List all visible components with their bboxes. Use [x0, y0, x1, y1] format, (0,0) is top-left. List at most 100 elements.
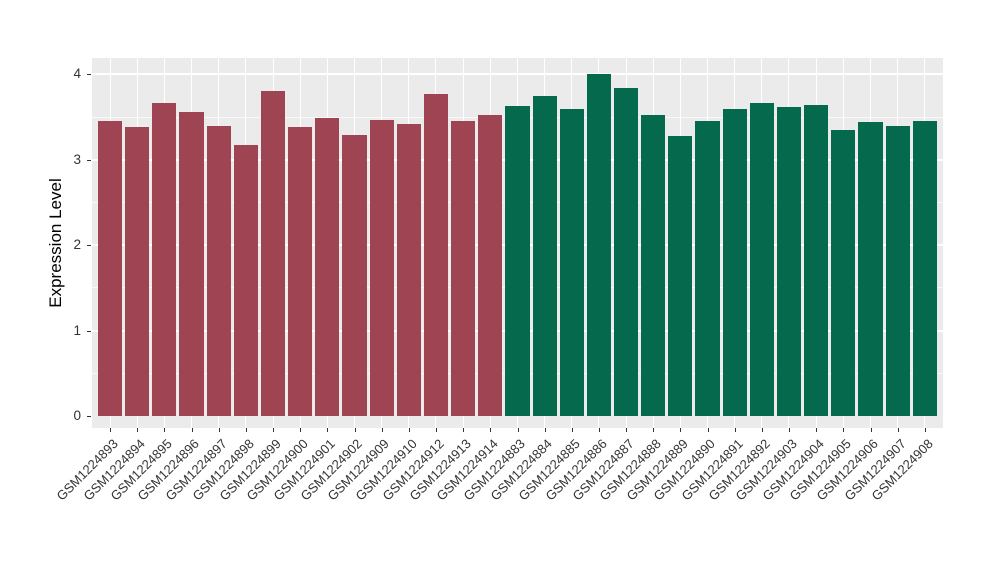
- x-tick-mark: [137, 428, 139, 432]
- bar: [233, 145, 258, 416]
- bar: [288, 126, 313, 416]
- y-tick-mark: [87, 330, 91, 332]
- bar-slot: [885, 58, 910, 428]
- bar-slot: [260, 58, 286, 428]
- x-axis: GSM1224893 GSM1224894 GSM1224895 GSM1224896…: [53, 428, 943, 578]
- bar-slot: [315, 58, 340, 428]
- bar-slot: [912, 58, 937, 428]
- x-tick-mark: [544, 428, 546, 432]
- y-tick-label: 2: [73, 237, 81, 253]
- bar: [125, 127, 150, 416]
- y-axis: 0 1 2 3 4: [0, 58, 92, 428]
- x-tick-mark: [761, 428, 763, 432]
- bar-slot: [776, 58, 802, 428]
- bar: [423, 94, 449, 416]
- bar-slot: [505, 58, 530, 428]
- bar-slot: [749, 58, 774, 428]
- bar-slot: [451, 58, 476, 428]
- bar: [668, 135, 693, 416]
- x-tick-mark: [245, 428, 247, 432]
- bar-slot: [125, 58, 150, 428]
- x-tick-mark: [734, 428, 736, 432]
- x-tick-mark: [653, 428, 655, 432]
- bar: [858, 122, 883, 416]
- bar-slot: [152, 58, 177, 428]
- x-tick-mark: [354, 428, 356, 432]
- x-tick-mark: [571, 428, 573, 432]
- bar: [804, 105, 829, 416]
- bar-slot: [613, 58, 639, 428]
- x-tick-mark: [843, 428, 845, 432]
- bar-slot: [396, 58, 421, 428]
- y-tick-mark: [87, 74, 91, 76]
- bar-slot: [233, 58, 258, 428]
- x-tick-mark: [924, 428, 926, 432]
- bar: [559, 109, 584, 416]
- x-tick-mark: [110, 428, 112, 432]
- x-tick-mark: [789, 428, 791, 432]
- y-tick-mark: [87, 159, 91, 161]
- bar: [369, 119, 394, 416]
- x-tick-mark: [626, 428, 628, 432]
- x-tick-mark: [436, 428, 438, 432]
- bar: [152, 102, 177, 416]
- bar: [641, 115, 666, 416]
- bar-slot: [804, 58, 829, 428]
- x-tick-mark: [463, 428, 465, 432]
- bar-slot: [206, 58, 231, 428]
- bar: [749, 103, 774, 416]
- bar-slot: [478, 58, 503, 428]
- bar: [831, 129, 856, 416]
- bar: [722, 109, 747, 416]
- x-tick-mark: [327, 428, 329, 432]
- x-tick-mark: [218, 428, 220, 432]
- bar: [342, 135, 367, 416]
- bar: [98, 120, 123, 416]
- x-tick-mark: [273, 428, 275, 432]
- plot-panel: [92, 58, 943, 428]
- bar-slot: [369, 58, 394, 428]
- bar: [912, 120, 937, 416]
- x-tick-mark: [191, 428, 193, 432]
- bar-slot: [179, 58, 204, 428]
- bar: [396, 123, 421, 416]
- x-tick-mark: [381, 428, 383, 432]
- bar-slot: [586, 58, 611, 428]
- x-tick-mark: [490, 428, 492, 432]
- x-tick-mark: [517, 428, 519, 432]
- bar: [613, 88, 639, 416]
- bar-slot: [831, 58, 856, 428]
- bar: [695, 120, 720, 416]
- y-tick-label: 0: [73, 408, 81, 423]
- bar-slot: [559, 58, 584, 428]
- y-tick-label: 3: [73, 151, 81, 167]
- bar: [532, 95, 557, 416]
- bar: [885, 125, 910, 416]
- bar-slot: [668, 58, 693, 428]
- bar-slot: [722, 58, 747, 428]
- bar: [206, 125, 231, 416]
- bar-slot: [342, 58, 367, 428]
- bar: [776, 106, 802, 416]
- bar: [260, 90, 286, 416]
- x-tick-mark: [816, 428, 818, 432]
- x-tick-mark: [707, 428, 709, 432]
- bar: [586, 74, 611, 416]
- bar: [505, 106, 530, 416]
- x-tick-mark: [680, 428, 682, 432]
- bar: [179, 111, 204, 416]
- bar-slot: [98, 58, 123, 428]
- x-tick-mark: [408, 428, 410, 432]
- bar-slot: [858, 58, 883, 428]
- bar-slot: [695, 58, 720, 428]
- bar: [315, 117, 340, 416]
- x-tick-mark: [164, 428, 166, 432]
- bar: [478, 115, 503, 416]
- x-tick-mark: [598, 428, 600, 432]
- y-tick-mark: [87, 416, 91, 417]
- bar-slot: [532, 58, 557, 428]
- bar-slot: [641, 58, 666, 428]
- y-tick-label: 1: [73, 322, 81, 338]
- bar: [451, 121, 476, 416]
